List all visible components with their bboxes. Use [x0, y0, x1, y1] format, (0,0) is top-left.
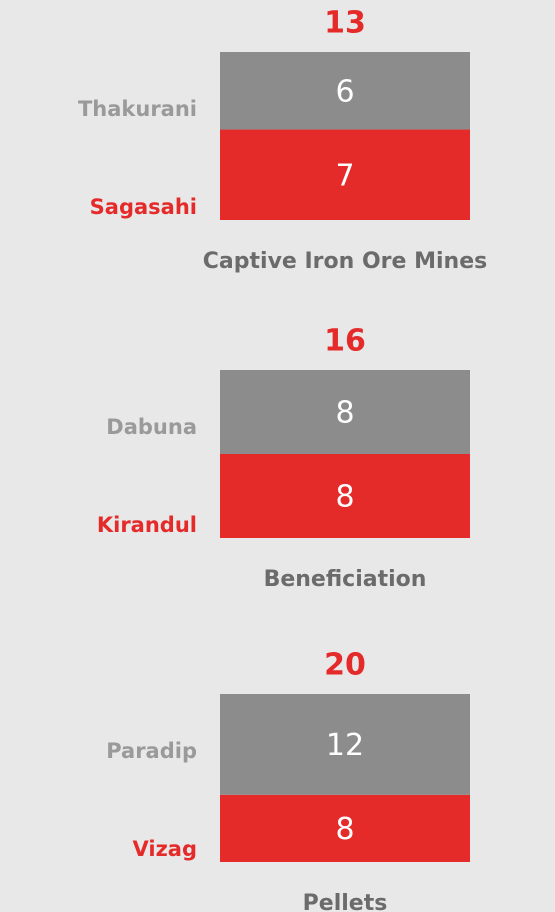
segment-value: 8	[335, 480, 354, 515]
segment-value: 8	[335, 812, 354, 847]
segment-name: Paradip	[106, 739, 197, 763]
category-label: Captive Iron Ore Mines	[203, 249, 487, 274]
category-label: Pellets	[303, 891, 388, 912]
segment-name: Sagasahi	[90, 195, 197, 219]
bar-segment	[220, 52, 470, 130]
bar-segment	[220, 129, 470, 220]
bar-segment	[220, 794, 470, 862]
total-label: 20	[324, 648, 366, 683]
segment-name: Dabuna	[106, 415, 197, 439]
bar-segment	[220, 370, 470, 454]
bar-segment	[220, 454, 470, 538]
total-label: 13	[324, 6, 366, 41]
segment-value: 7	[335, 158, 354, 193]
segment-name: Thakurani	[78, 97, 197, 121]
segment-name: Vizag	[132, 837, 197, 861]
segment-name: Kirandul	[97, 513, 197, 537]
segment-value: 6	[335, 74, 354, 109]
segment-value: 8	[335, 396, 354, 431]
bar-segment	[220, 694, 470, 795]
total-label: 16	[324, 324, 366, 359]
category-label: Beneficiation	[264, 567, 427, 592]
segment-value: 12	[326, 728, 364, 763]
